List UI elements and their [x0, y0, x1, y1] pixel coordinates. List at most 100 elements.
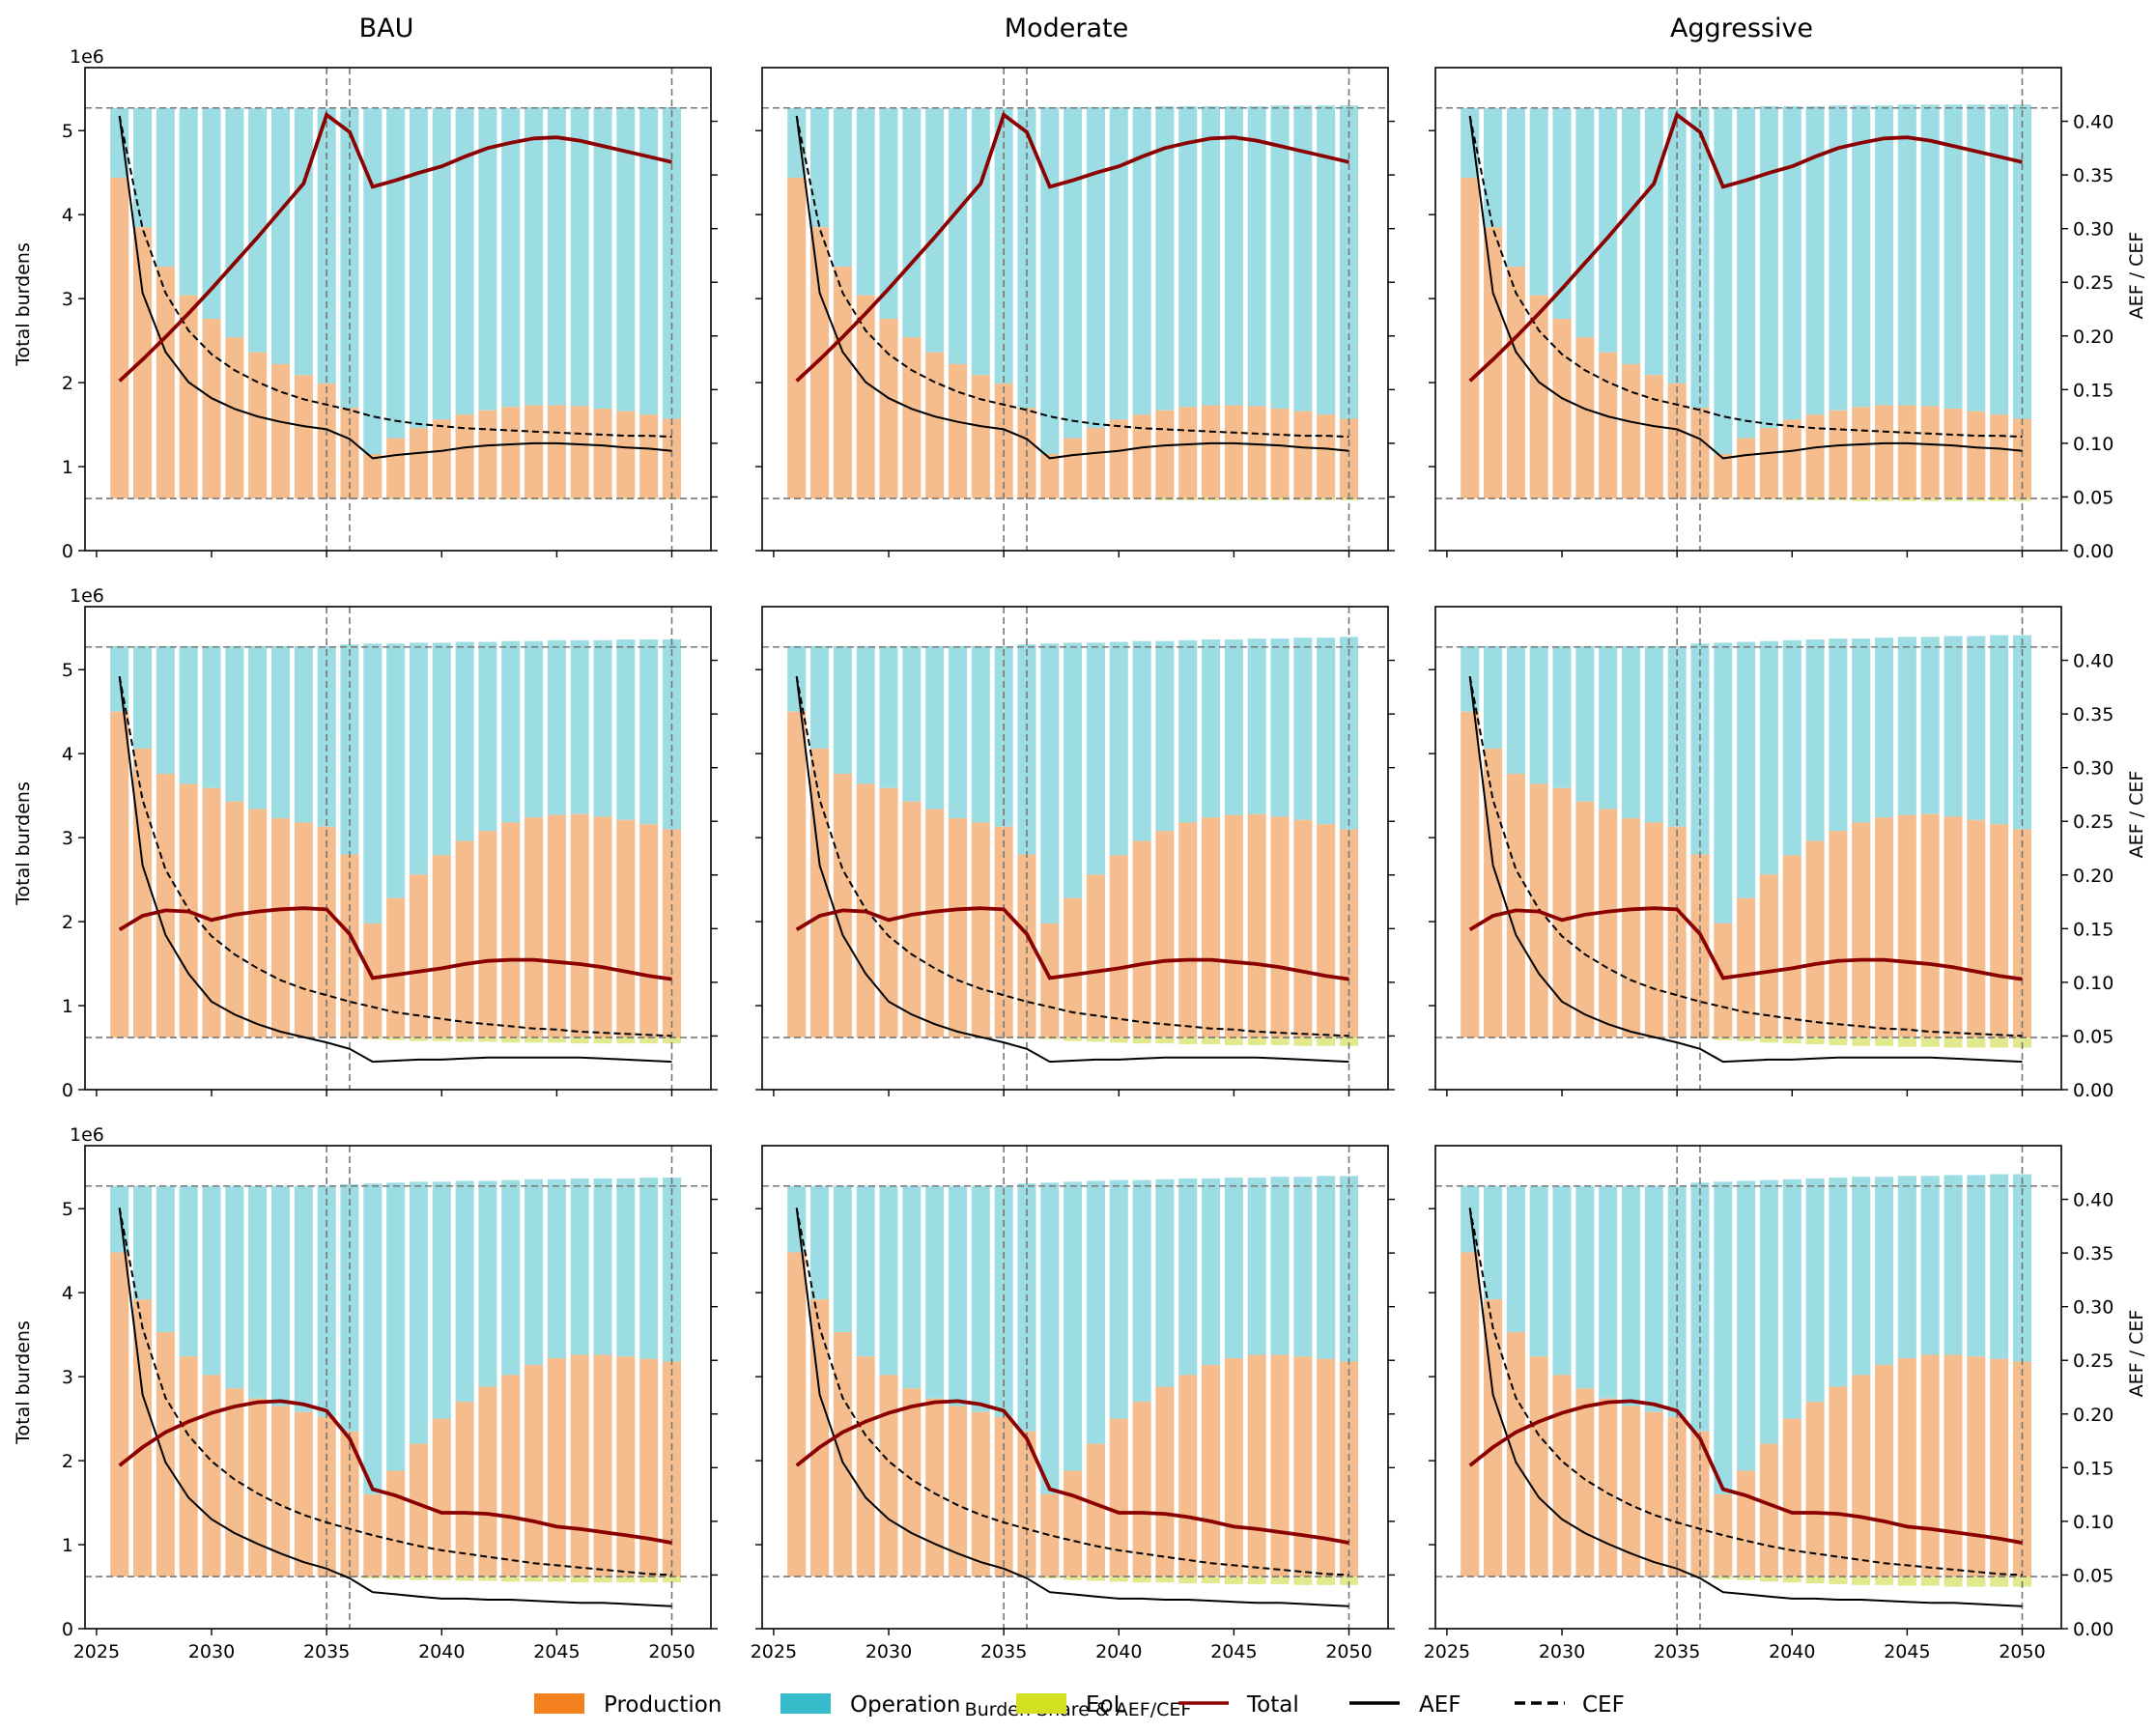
production-bar — [1805, 414, 1825, 499]
production-bar — [593, 816, 612, 1038]
eol-bar — [1224, 1577, 1243, 1584]
x-tick-label: 2025 — [73, 1641, 120, 1662]
operation-bar — [1461, 107, 1480, 178]
operation-bar — [1990, 635, 2009, 825]
production-bar — [202, 1375, 221, 1577]
operation-bar — [1132, 1179, 1151, 1403]
panel-r3-c2: 2025 2030 2035 2040 2045 2050 — [751, 1145, 1395, 1662]
operation-bar — [1529, 645, 1548, 784]
operation-bar — [1506, 107, 1525, 268]
operation-bar — [1202, 106, 1221, 406]
operation-bar — [225, 107, 244, 338]
operation-bar — [1202, 1178, 1221, 1365]
y-tick-label: 1 — [62, 1535, 73, 1556]
operation-bar — [1943, 104, 1963, 410]
operation-bar — [787, 107, 807, 178]
operation-bar — [1875, 105, 1894, 406]
operation-bar — [1339, 637, 1359, 830]
production-bar — [156, 1332, 175, 1577]
eol-bar — [409, 1037, 428, 1041]
production-bar — [787, 177, 807, 499]
production-bar — [879, 1375, 898, 1577]
production-bar — [1339, 418, 1359, 499]
production-bar — [1875, 405, 1894, 499]
y-tick-label: 0 — [62, 1619, 73, 1640]
operation-bar — [1155, 640, 1175, 832]
operation-bar — [547, 1179, 566, 1358]
legend-production-label: Production — [604, 1692, 722, 1718]
production-bar — [432, 419, 451, 499]
operation-bar — [925, 1185, 945, 1399]
eol-bar — [1178, 498, 1198, 500]
production-bar — [1064, 897, 1083, 1038]
operation-bar — [110, 1185, 129, 1253]
production-bar — [1575, 801, 1595, 1038]
eol-bar — [1293, 1037, 1313, 1046]
y-tick-label: 2 — [62, 373, 73, 394]
operation-bar — [1529, 107, 1548, 296]
production-bar — [501, 822, 521, 1038]
eol-bar — [525, 1037, 544, 1043]
eol-bar — [1339, 1577, 1359, 1585]
eol-bar — [1714, 1577, 1733, 1579]
eol-bar — [616, 1577, 636, 1583]
production-bar — [662, 418, 682, 499]
operation-bar — [1714, 642, 1733, 923]
operation-bar — [1829, 1178, 1848, 1387]
operation-bar — [1920, 104, 1940, 407]
right-tick-label: 0.10 — [2073, 973, 2113, 994]
operation-bar — [202, 107, 221, 319]
production-bar — [1829, 410, 1848, 499]
eol-bar — [1178, 1577, 1198, 1584]
production-bar — [1714, 923, 1733, 1038]
operation-bar — [1782, 106, 1801, 420]
operation-bar — [1086, 642, 1105, 875]
eol-bar — [363, 1577, 383, 1578]
operation-bar — [971, 645, 990, 823]
eol-bar — [1040, 1577, 1060, 1578]
production-bar — [1943, 816, 1963, 1038]
legend: Production Operation EoL Total AEF CEF — [534, 1692, 1625, 1718]
production-bar — [925, 809, 945, 1038]
production-bar — [1599, 1398, 1618, 1577]
operation-bar — [363, 107, 383, 454]
operation-bar — [570, 106, 589, 407]
operation-bar — [179, 107, 198, 296]
operation-bar — [1575, 645, 1595, 802]
panel-frame — [761, 67, 1389, 552]
right-tick-label: 0.30 — [2073, 758, 2113, 780]
production-bar — [856, 295, 875, 499]
production-bar — [1920, 1354, 1940, 1577]
production-bar — [1990, 414, 2009, 499]
production-bar — [133, 748, 153, 1038]
eol-bar — [593, 498, 612, 499]
operation-bar — [386, 1182, 406, 1471]
eol-bar — [1247, 1037, 1266, 1045]
eol-bar — [1805, 1577, 1825, 1584]
operation-bar — [593, 1178, 612, 1355]
production-bar — [156, 267, 175, 499]
operation-bar — [1943, 636, 1963, 817]
eol-bar — [1064, 1577, 1083, 1580]
cef-line — [795, 1207, 1349, 1577]
production-bar — [110, 711, 129, 1038]
operation-bar — [1852, 105, 1871, 408]
production-bar — [925, 1398, 945, 1577]
operation-bar — [570, 1178, 589, 1355]
operation-bar — [525, 640, 544, 818]
production-bar — [1967, 411, 1986, 499]
aef-line — [1468, 1207, 2023, 1607]
right-tick-label: 0.15 — [2073, 1458, 2113, 1479]
aef-line — [118, 676, 672, 1064]
panel-r3-c3: 2025 2030 2035 2040 2045 2050 0.00 0.05 0.10 0.15… — [1424, 1145, 2113, 1662]
production-bar — [1247, 406, 1266, 499]
eol-bar — [1967, 1577, 1986, 1587]
operation-bar — [294, 1185, 313, 1412]
production-bar — [1202, 817, 1221, 1038]
eol-bar — [1155, 1577, 1175, 1583]
production-bar — [639, 824, 659, 1038]
production-bar — [225, 337, 244, 499]
operation-bar — [248, 107, 268, 353]
operation-bar — [478, 641, 497, 832]
production-bar — [294, 375, 313, 499]
